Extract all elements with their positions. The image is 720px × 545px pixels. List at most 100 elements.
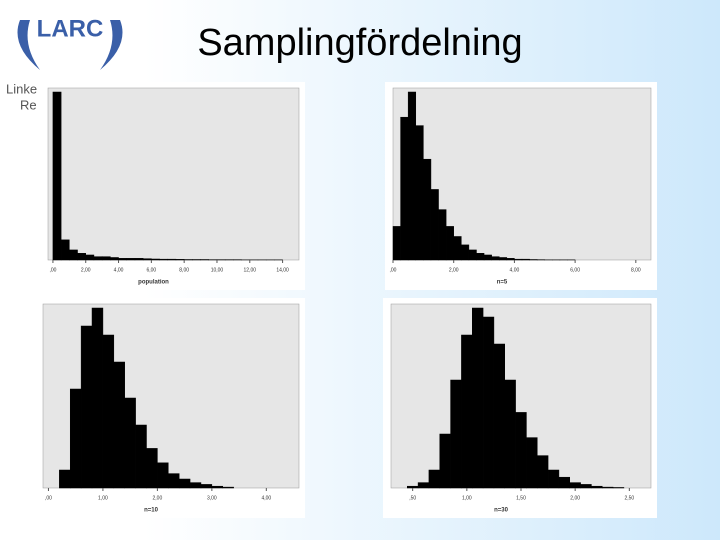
x-tick-label: 12,00	[244, 267, 257, 273]
histogram-bar	[537, 456, 548, 488]
histogram-bar	[439, 210, 447, 260]
histogram-bar	[201, 484, 212, 488]
x-tick-label: 3,00	[207, 495, 217, 501]
x-tick-label: 4,00	[510, 267, 520, 273]
histogram-bar	[69, 250, 77, 260]
histogram-bar	[184, 259, 192, 260]
x-tick-label: 2,00	[570, 495, 580, 501]
histogram-bar	[418, 483, 429, 488]
side-text: Linke	[6, 81, 37, 96]
x-tick-label: 4,00	[261, 495, 271, 501]
histogram-bar	[151, 259, 159, 260]
histogram-bar	[429, 470, 440, 488]
x-tick-label: 2,00	[81, 267, 91, 273]
histogram-bar	[125, 398, 136, 488]
histogram-bar	[483, 317, 494, 488]
histogram-bar	[454, 236, 462, 260]
histogram-bar	[59, 470, 70, 488]
histogram-bar	[461, 335, 472, 488]
histogram-bar	[570, 483, 581, 488]
x-tick-label: 8,00	[631, 267, 641, 273]
histogram-bar	[102, 257, 110, 260]
histogram-bar	[408, 92, 416, 260]
histogram-bar	[440, 434, 451, 488]
x-axis-label: population	[138, 280, 169, 286]
histogram-bar	[127, 258, 135, 260]
histogram-bar	[494, 344, 505, 488]
histogram-bar	[548, 470, 559, 488]
x-tick-label: 14,00	[276, 267, 289, 273]
histogram-bar	[469, 250, 477, 260]
histogram-bar	[212, 486, 223, 488]
histogram-bar	[407, 486, 418, 488]
x-tick-label: 10,00	[211, 267, 224, 273]
histogram-bar	[484, 255, 492, 260]
x-tick-label: 1,50	[516, 495, 526, 501]
x-tick-label: 2,00	[153, 495, 163, 501]
histogram-bar	[53, 92, 61, 260]
x-tick-label: 8,00	[179, 267, 189, 273]
histogram-bar	[472, 308, 483, 488]
side-text: Re	[20, 97, 37, 112]
histogram-bar	[168, 259, 176, 260]
x-tick-label: ,00	[45, 495, 52, 501]
histogram-bar	[92, 308, 103, 488]
histogram-bar	[146, 448, 157, 488]
x-tick-label: ,50	[409, 495, 416, 501]
histogram-bar	[136, 425, 147, 488]
x-tick-label: 1,00	[462, 495, 472, 501]
x-tick-label: 1,00	[98, 495, 108, 501]
histogram-bar	[516, 412, 527, 488]
x-axis-label: n=5	[497, 280, 508, 286]
histogram-bar	[451, 380, 462, 488]
histogram-bar	[86, 255, 94, 260]
histogram-bar	[114, 362, 125, 488]
histogram-bar	[176, 259, 184, 260]
histogram-bar	[431, 189, 439, 260]
histogram-bar	[81, 326, 92, 488]
histogram-bar	[168, 474, 179, 488]
histogram-bar	[393, 226, 401, 260]
histogram-bar	[119, 258, 127, 260]
x-tick-label: ,00	[390, 267, 397, 273]
histogram-bar	[476, 253, 484, 260]
histogram-bar	[416, 126, 424, 260]
histogram-bar	[135, 258, 143, 260]
x-tick-label: 6,00	[570, 267, 580, 273]
histogram-bar	[559, 477, 570, 488]
histogram-bar	[526, 438, 537, 488]
histogram-bar	[94, 257, 102, 260]
histogram-bar	[613, 487, 624, 488]
histogram-bar	[78, 253, 86, 260]
histogram-bar	[157, 463, 168, 488]
histogram-bar	[499, 257, 507, 260]
histogram-bar	[530, 259, 538, 260]
x-tick-label: 6,00	[146, 267, 156, 273]
x-tick-label: 2,00	[449, 267, 459, 273]
histogram-bar	[179, 479, 190, 488]
histogram-bar	[505, 380, 516, 488]
histogram-bar	[507, 258, 515, 260]
x-tick-label: 4,00	[114, 267, 124, 273]
histogram-bar	[190, 483, 201, 488]
x-axis-label: n=30	[494, 508, 509, 514]
histogram-bar	[192, 259, 200, 260]
x-tick-label: ,00	[49, 267, 56, 273]
plot-area	[48, 88, 299, 260]
histogram-bar	[423, 159, 431, 260]
x-axis-label: n=10	[144, 508, 159, 514]
histogram-bar	[581, 484, 592, 488]
histogram-bar	[461, 245, 469, 260]
histogram-bar	[201, 259, 209, 260]
histogram-bar	[103, 335, 114, 488]
logo: LARC	[37, 15, 104, 42]
histogram-bar	[401, 117, 409, 260]
histogram-bar	[110, 257, 118, 260]
histogram-bar	[160, 259, 168, 260]
histogram-bar	[492, 257, 500, 260]
histogram-bar	[61, 240, 69, 260]
histogram-bar	[602, 487, 613, 488]
histogram-bar	[591, 486, 602, 488]
